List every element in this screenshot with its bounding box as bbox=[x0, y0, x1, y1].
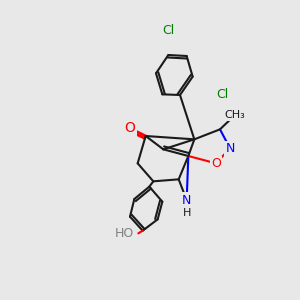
Text: H: H bbox=[182, 208, 191, 218]
Text: HO: HO bbox=[114, 227, 134, 240]
Text: O: O bbox=[211, 157, 221, 170]
Text: CH₃: CH₃ bbox=[225, 110, 245, 120]
Text: Cl: Cl bbox=[162, 23, 175, 37]
Text: N: N bbox=[225, 142, 235, 155]
Text: N: N bbox=[182, 194, 191, 206]
Text: Cl: Cl bbox=[217, 88, 229, 101]
Text: O: O bbox=[124, 121, 135, 135]
